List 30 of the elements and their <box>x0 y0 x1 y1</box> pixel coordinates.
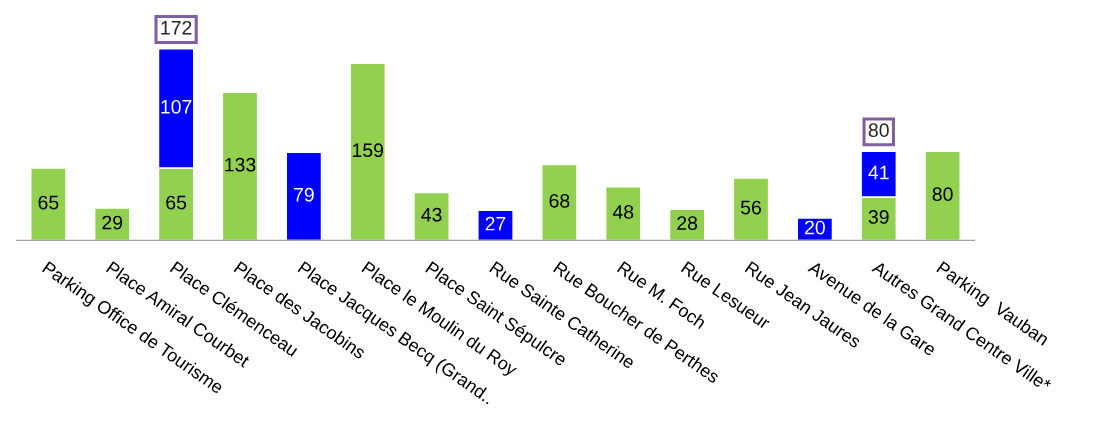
data-label: 39 <box>868 210 889 224</box>
bar <box>30 167 67 241</box>
data-label: 65 <box>38 195 59 210</box>
data-label: 28 <box>677 216 698 230</box>
data-label: 107 <box>161 99 192 114</box>
bar <box>93 207 131 241</box>
data-label: 133 <box>225 157 256 172</box>
bar <box>604 186 642 241</box>
data-label: 29 <box>102 215 123 230</box>
data-label: 80 <box>932 187 953 202</box>
data-label: 159 <box>353 143 384 158</box>
total-label: 80 <box>868 123 889 138</box>
data-label: 56 <box>740 200 761 215</box>
data-label: 20 <box>805 220 825 235</box>
bar <box>732 177 770 241</box>
data-label: 43 <box>421 207 442 222</box>
data-label: 27 <box>485 216 506 231</box>
bar <box>477 209 514 241</box>
data-label: 65 <box>166 195 187 210</box>
total-label: 172 <box>161 20 192 35</box>
bar <box>541 163 578 241</box>
data-label: 79 <box>294 187 314 202</box>
data-label: 68 <box>549 193 570 208</box>
bar <box>221 91 259 241</box>
data-label: 48 <box>612 205 634 219</box>
bar <box>349 62 386 241</box>
data-label: 41 <box>868 165 889 180</box>
bar <box>285 151 323 241</box>
bar <box>413 191 450 241</box>
bar <box>924 150 961 241</box>
